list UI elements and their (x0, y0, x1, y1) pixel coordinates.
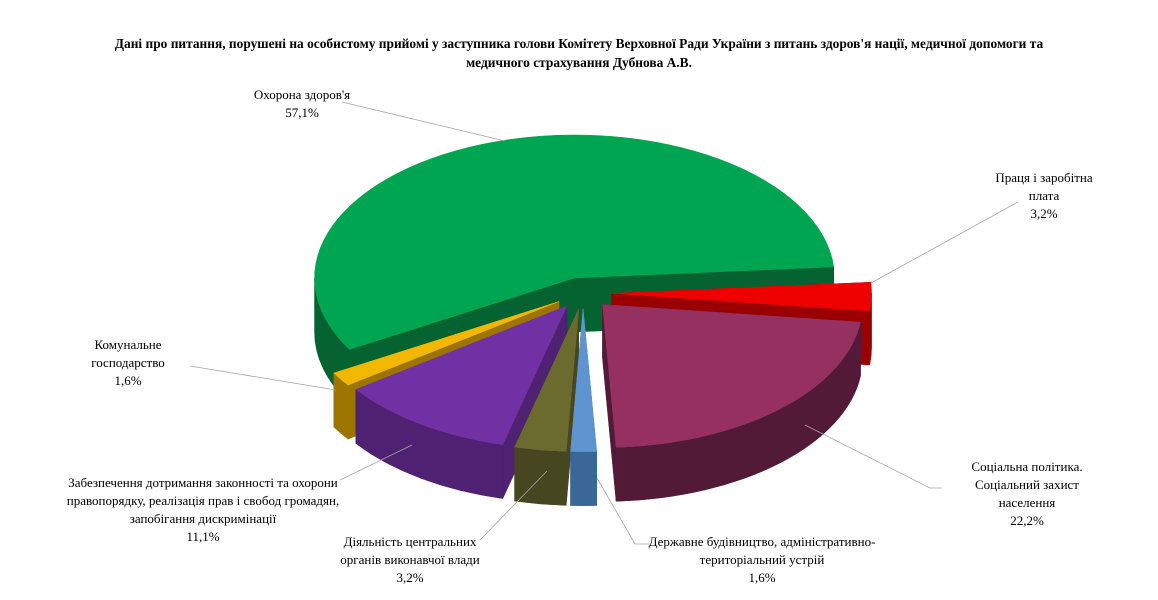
pie-slice-2-top (602, 304, 861, 448)
pie-slice-3-rim (570, 451, 597, 506)
slice-label-komunalne-gospodarstvo: Комунальне господарство 1,6% (91, 336, 165, 390)
pie-slice-6-top (333, 301, 560, 386)
slice-label-text: Охорона здоров'я (253, 87, 351, 102)
slice-label-okhorona-zdorovya: Охорона здоров'я 57,1% (254, 86, 350, 122)
slice-label-percent: 3,2% (1030, 206, 1058, 221)
slice-label-pracya-zarobitna-plata: Праця і заробітна плата 3,2% (987, 169, 1101, 223)
leader-line-2 (804, 424, 942, 489)
pie-slice-0-top (314, 134, 835, 350)
pie-slice-5-top (355, 305, 568, 445)
slice-label-zabezpechennya-zakonnosti: Забезпечення дотримання законності та ох… (67, 474, 339, 546)
slice-label-text: Праця і заробітна плата (995, 170, 1093, 203)
slice-label-percent: 3,2% (396, 570, 424, 585)
slice-label-percent: 11,1% (186, 529, 220, 544)
leader-line-0 (341, 101, 506, 142)
slice-label-text: Державне будівництво, адміністративно- т… (648, 534, 876, 567)
slice-label-socialna-polityka: Соціальна політика. Соціальний захист на… (962, 458, 1093, 530)
slice-label-text: Забезпечення дотримання законності та ох… (66, 475, 340, 526)
slice-label-percent: 57,1% (285, 105, 319, 120)
leader-line-4 (479, 470, 548, 541)
leader-line-5 (339, 444, 413, 481)
chart-title: Дані про питання, порушені на особистому… (114, 36, 1044, 70)
slice-label-diyalnist-organiv: Діяльність центральних органів виконавчо… (340, 533, 479, 587)
slice-label-text: Комунальне господарство (91, 337, 165, 370)
pie-slice-3-top (570, 308, 597, 452)
slice-label-percent: 22,2% (1010, 513, 1044, 528)
slice-label-derzhavne-budivnytstvo: Державне будівництво, адміністративно- т… (649, 533, 876, 587)
pie-slice-4-top (514, 308, 580, 452)
slice-label-percent: 1,6% (748, 570, 776, 585)
leader-line-3 (596, 477, 651, 545)
leader-line-1 (870, 201, 1019, 284)
slice-label-percent: 1,6% (114, 373, 142, 388)
leader-line-6 (189, 365, 337, 391)
slice-label-text: Соціальна політика. Соціальний захист на… (971, 459, 1083, 510)
pie-slice-1-top (611, 282, 872, 312)
slice-label-text: Діяльність центральних органів виконавчо… (340, 534, 480, 567)
